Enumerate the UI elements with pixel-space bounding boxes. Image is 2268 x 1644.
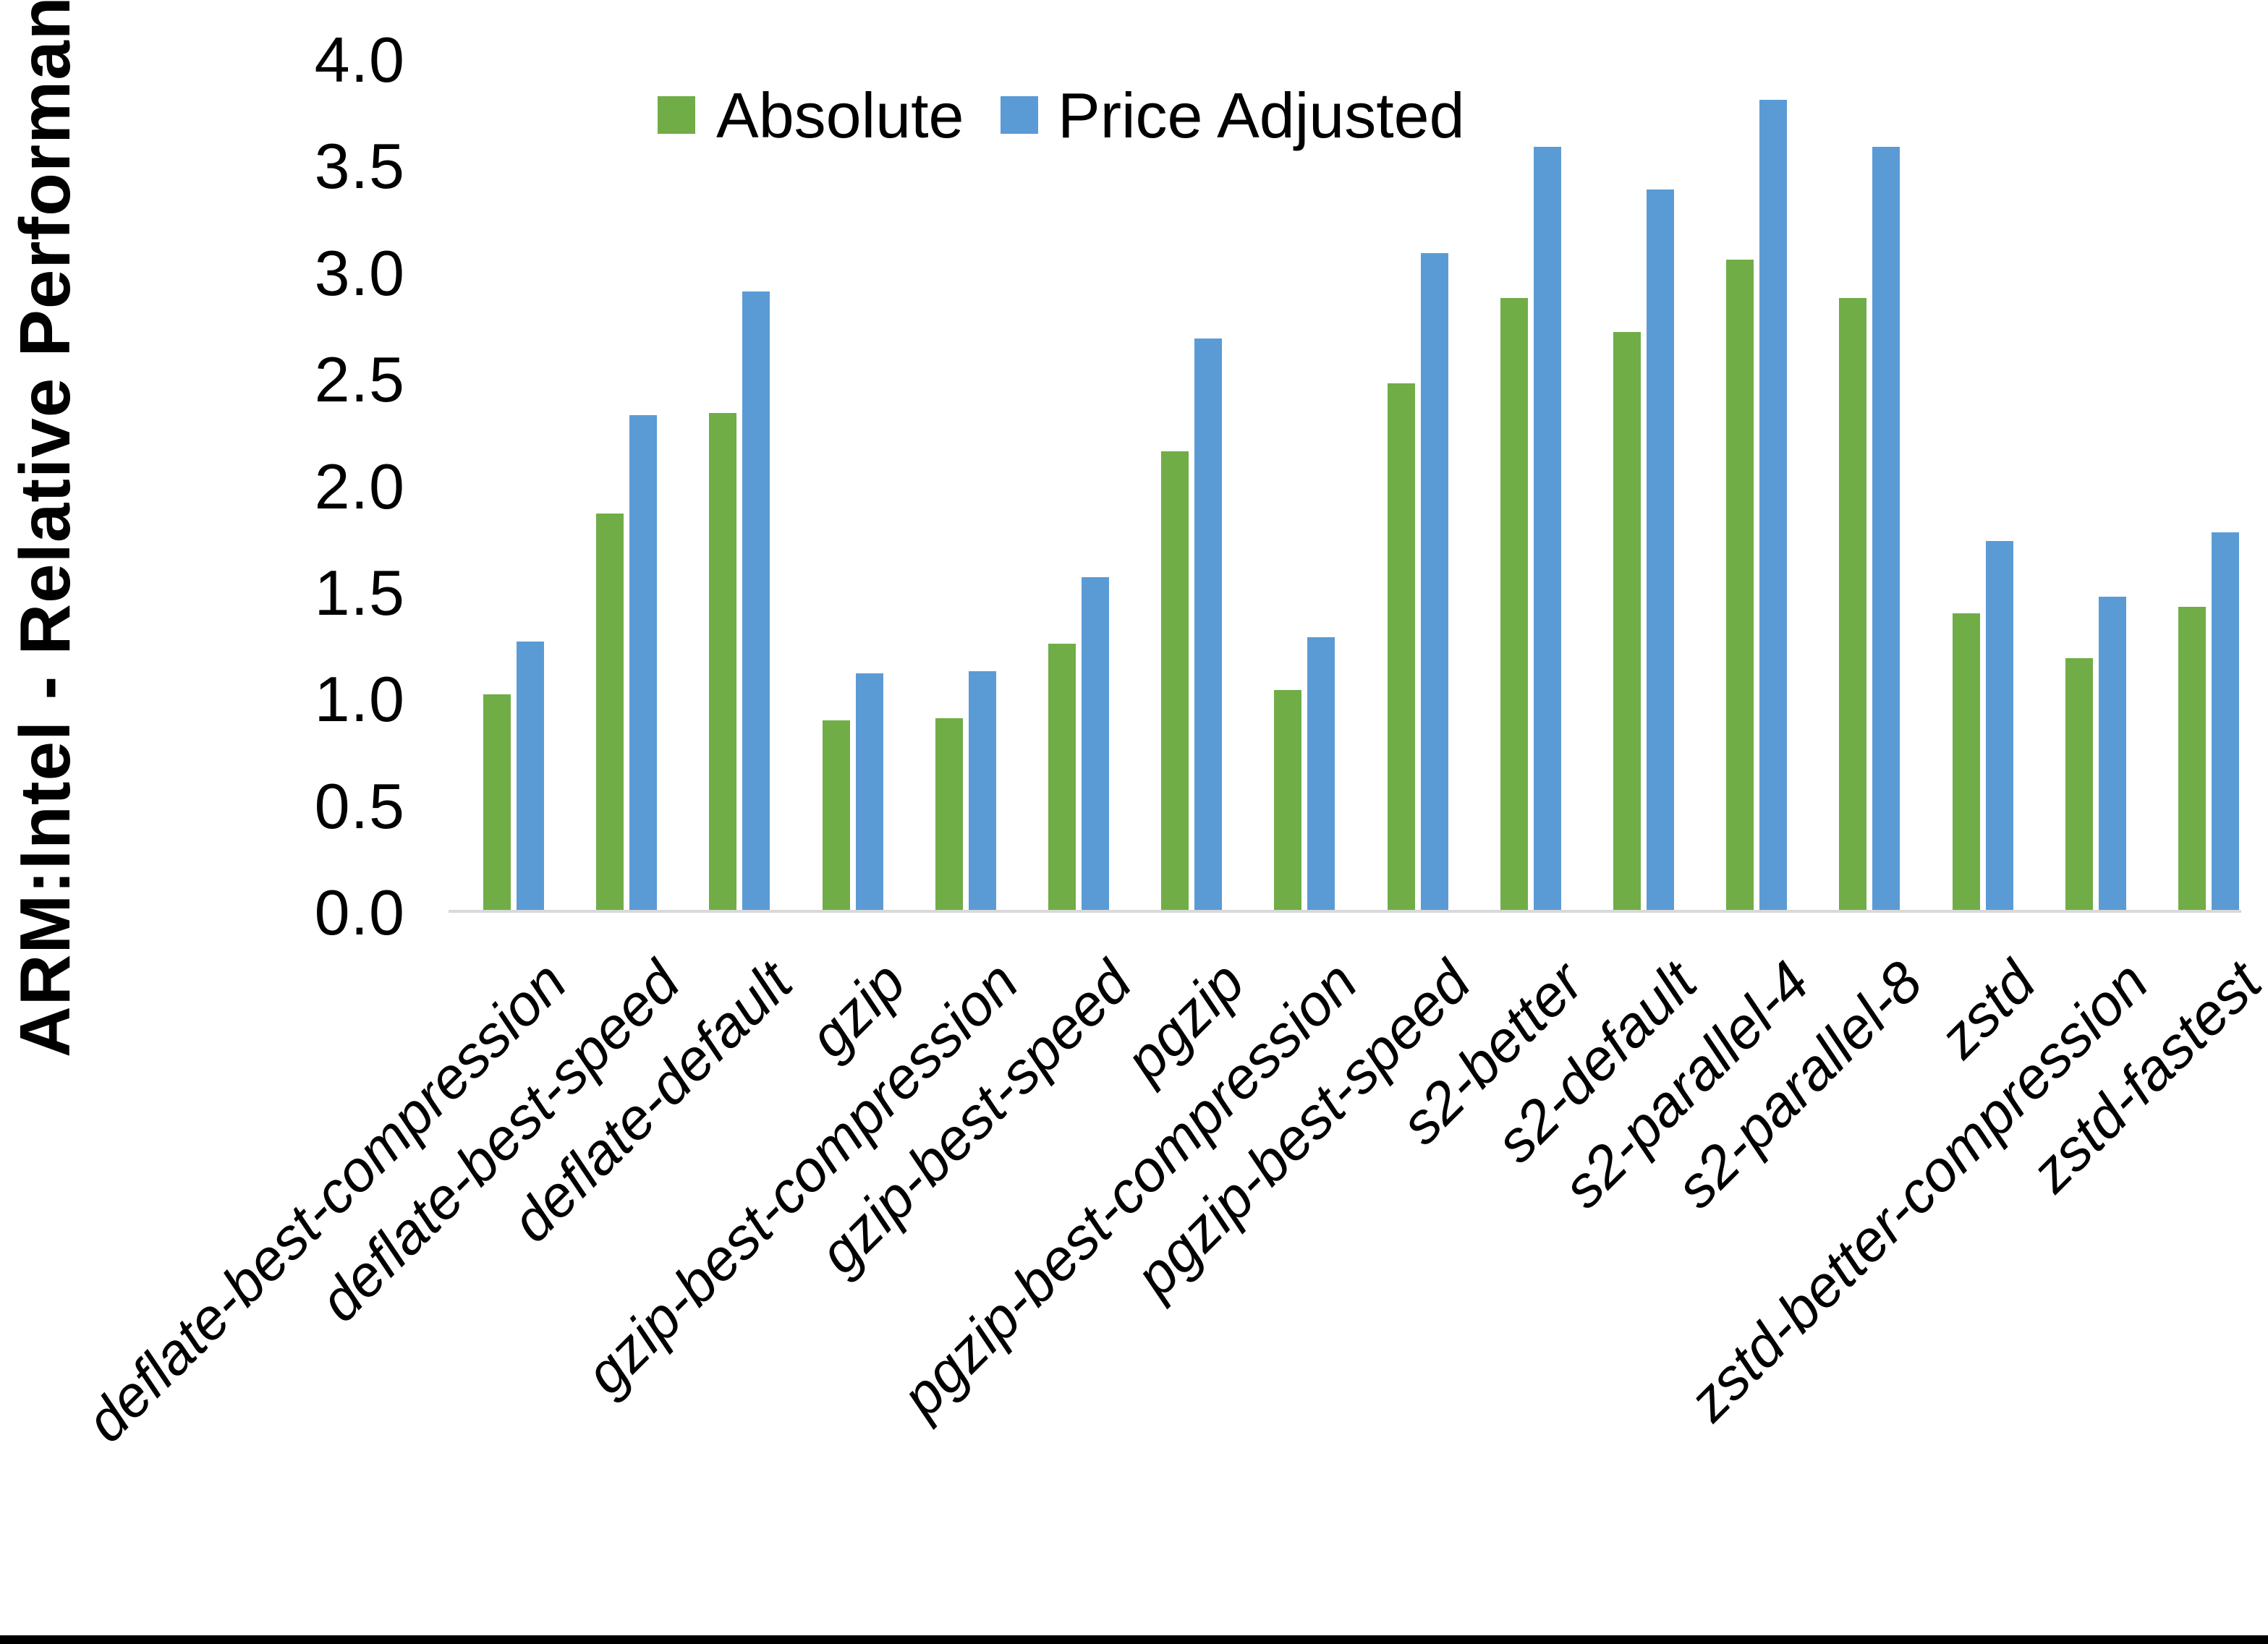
bar-absolute [1388,383,1415,910]
y-tick-label: 3.0 [314,237,405,309]
y-tick-label: 2.5 [314,344,405,416]
bar-price-adjusted [969,671,996,910]
legend-label-absolute: Absolute [716,80,964,151]
bar-price-adjusted [629,415,657,910]
y-tick-label: 2.0 [314,450,405,522]
bar-absolute [1953,613,1980,910]
bar-price-adjusted [517,642,544,910]
y-tick-label: 1.5 [314,556,405,629]
bar-absolute [596,514,624,910]
bar-absolute [1048,644,1076,910]
bar-absolute [2065,658,2093,910]
y-tick-label: 3.5 [314,130,405,203]
y-tick-label: 0.5 [314,770,405,842]
x-axis-line [449,910,2241,913]
bar-price-adjusted [2212,532,2239,910]
bar-absolute [1500,298,1528,910]
legend-label-price-adjusted: Price Adjusted [1058,80,1465,151]
legend-swatch-price-adjusted [1001,96,1038,134]
bar-price-adjusted [2099,597,2126,910]
bar-price-adjusted [1082,577,1109,910]
bar-price-adjusted [1421,253,1448,910]
bottom-border-strip [0,1635,2268,1644]
bar-absolute [709,413,736,910]
bar-price-adjusted [1194,338,1222,910]
bar-price-adjusted [1307,637,1335,910]
bar-absolute [483,694,511,910]
bar-absolute [1726,260,1754,910]
bar-price-adjusted [1986,541,2013,910]
y-tick-label: 0.0 [314,877,405,948]
bar-price-adjusted [742,291,770,910]
bar-absolute [1274,690,1301,910]
bar-absolute [2178,607,2206,910]
bar-absolute [935,718,963,910]
bar-absolute [1839,298,1866,910]
bar-absolute [823,720,850,910]
x-category-label: deflate-best-compression [73,949,579,1455]
bar-price-adjusted [1534,147,1561,910]
bar-price-adjusted [1647,189,1674,910]
bar-price-adjusted [1759,100,1787,910]
bar-absolute [1161,451,1189,910]
bar-price-adjusted [1872,147,1900,910]
y-tick-label: 1.0 [314,663,405,736]
y-tick-label: 4.0 [314,24,405,95]
bar-absolute [1613,332,1641,910]
bar-price-adjusted [856,673,883,910]
legend-swatch-absolute [658,96,695,134]
